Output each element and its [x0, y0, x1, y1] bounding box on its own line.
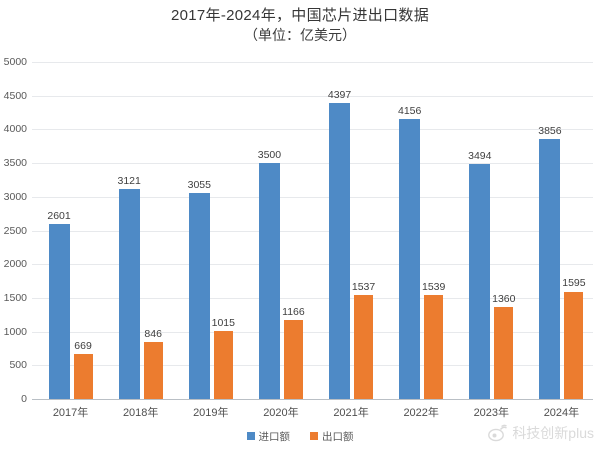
gridline	[32, 230, 593, 232]
import-bar-2017年	[48, 223, 70, 399]
gridline	[32, 95, 593, 97]
value-label: 4156	[398, 104, 422, 117]
watermark: 科技创新plus	[487, 423, 594, 443]
export-bar-2021年	[354, 295, 374, 399]
gridline	[32, 331, 593, 333]
value-label: 3055	[187, 179, 211, 192]
value-label: 1537	[351, 281, 376, 294]
y-tick-label: 2000	[3, 258, 27, 271]
gridline	[32, 297, 593, 299]
gridline	[32, 129, 593, 131]
value-label: 3494	[468, 149, 492, 162]
exports-swatch-icon	[310, 432, 318, 440]
value-label: 3856	[538, 125, 562, 138]
x-tick-label: 2024年	[543, 407, 580, 419]
export-bar-2022年	[424, 295, 444, 399]
y-tick-label: 5000	[3, 56, 27, 68]
value-label: 1595	[562, 277, 586, 290]
value-label: 1360	[492, 293, 516, 306]
import-bar-2024年	[539, 139, 561, 399]
chart-subtitle: （单位：亿美元）	[244, 27, 356, 43]
chart-title: 2017年-2024年，中国芯片进出口数据	[170, 7, 430, 24]
value-label: 4397	[327, 88, 352, 101]
x-tick-label: 2020年	[263, 407, 299, 419]
x-axis-line	[32, 399, 593, 400]
export-bar-2020年	[283, 320, 303, 399]
watermark-text: 科技创新plus	[512, 425, 594, 441]
y-tick-label: 1000	[3, 325, 27, 338]
import-bar-2020年	[258, 163, 280, 399]
export-bar-2018年	[143, 341, 163, 399]
x-tick-label: 2023年	[473, 407, 510, 419]
legend-item-exports: 出口额	[310, 429, 354, 444]
y-tick-label: 500	[9, 359, 27, 372]
export-bar-2024年	[564, 291, 584, 399]
y-tick-label: 0	[21, 393, 27, 405]
gridline	[32, 196, 593, 198]
gridline	[32, 264, 593, 266]
plot-area: 2601 669 3121 846 3055 1015 3500 1166 4397 1537 41…	[32, 62, 593, 400]
imports-swatch-icon	[246, 432, 255, 440]
value-label: 1166	[282, 306, 305, 319]
value-label: 2601	[47, 209, 71, 222]
value-label: 1539	[422, 281, 446, 294]
x-tick-label: 2021年	[333, 407, 369, 419]
gridline	[32, 62, 593, 63]
legend-item-imports: 进口额	[246, 429, 291, 444]
y-tick-label: 2500	[3, 224, 27, 237]
x-tick-label: 2022年	[403, 407, 439, 419]
y-tick-label: 4000	[3, 123, 27, 136]
x-tick-label: 2017年	[52, 407, 89, 419]
gridline	[32, 365, 593, 367]
import-bar-2022年	[399, 118, 421, 399]
y-tick-label: 3000	[3, 190, 27, 203]
export-bar-2023年	[494, 307, 514, 399]
y-tick-label: 3500	[3, 157, 27, 170]
legend-label-exports: 出口额	[322, 430, 354, 443]
weibo-icon	[487, 424, 508, 442]
y-tick-label: 4500	[3, 89, 27, 102]
export-bar-2017年	[73, 353, 93, 399]
import-bar-2018年	[118, 188, 140, 399]
import-bar-2021年	[329, 102, 351, 399]
legend-label-imports: 进口额	[258, 430, 291, 443]
export-bar-2019年	[213, 330, 233, 399]
value-label: 3121	[117, 174, 141, 187]
x-tick-label: 2018年	[122, 407, 159, 419]
y-tick-label: 1500	[3, 291, 27, 304]
value-label: 3500	[257, 149, 282, 162]
value-label: 846	[144, 327, 162, 340]
import-bar-2023年	[469, 163, 491, 399]
value-label: 1015	[211, 316, 235, 329]
value-label: 669	[74, 339, 92, 352]
x-tick-label: 2019年	[193, 407, 229, 419]
legend: 进口额 出口额	[0, 429, 600, 443]
gridline	[32, 163, 593, 165]
import-bar-2019年	[188, 193, 210, 399]
